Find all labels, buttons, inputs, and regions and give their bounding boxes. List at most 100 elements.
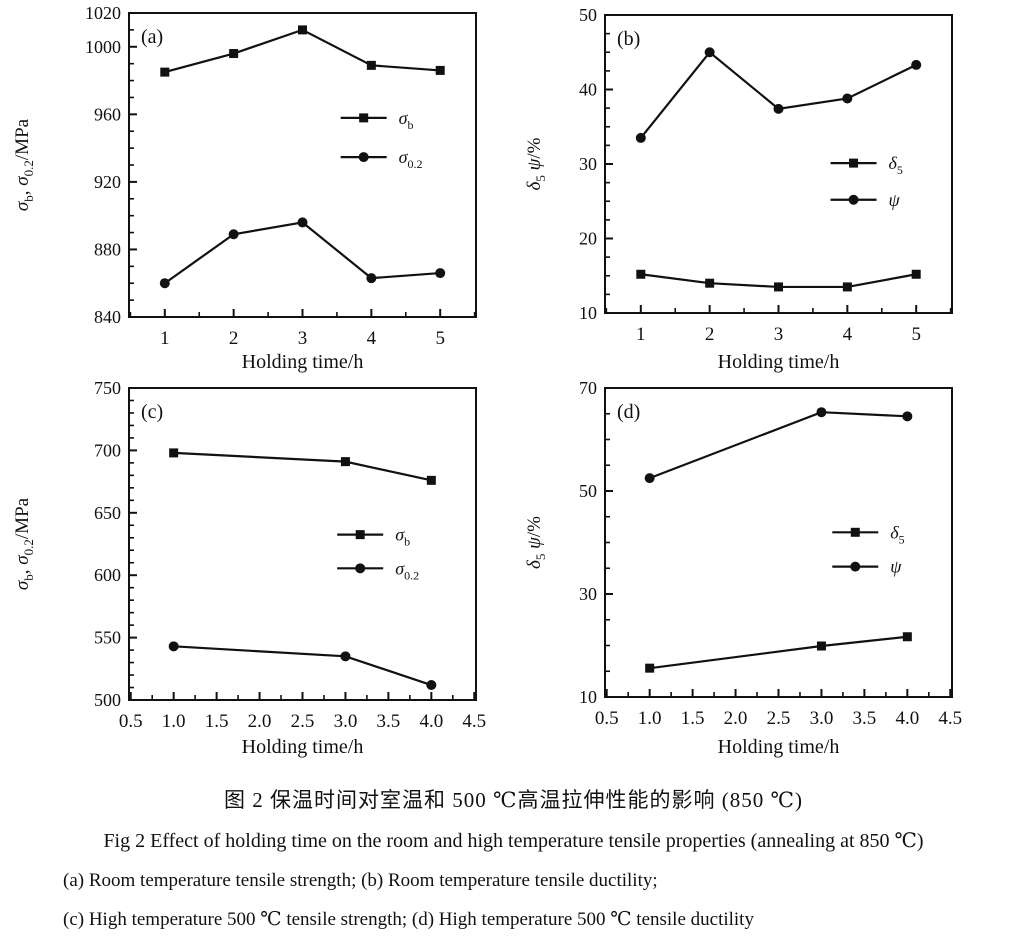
x-axis-label: Holding time/h	[242, 736, 364, 758]
x-tick-label: 1.5	[205, 711, 229, 732]
x-tick-label: 3.0	[334, 711, 358, 732]
x-tick-label: 3	[298, 328, 308, 349]
x-tick-label: 2.5	[767, 708, 791, 729]
y-axis-label: σb, σ0.2/MPa	[12, 497, 36, 590]
figure-caption-english: Fig 2 Effect of holding time on the room…	[103, 830, 924, 852]
legend-marker-square	[850, 527, 860, 537]
x-tick-label: 1.0	[638, 708, 662, 729]
x-tick-label: 2.0	[248, 711, 272, 732]
figure-caption-chinese: 图 2 保温时间对室温和 500 ℃高温拉伸性能的影响 (850 ℃)	[224, 788, 803, 812]
y-tick-label: 20	[579, 229, 597, 249]
y-tick-label: 920	[94, 172, 121, 192]
x-tick-label: 2	[705, 324, 715, 345]
legend-marker-circle	[848, 194, 859, 205]
x-tick-label: 2.0	[724, 708, 748, 729]
data-point-σ_b	[298, 25, 307, 35]
data-point-σ_b	[160, 67, 170, 77]
series-line-σ_b	[173, 451, 432, 482]
data-point-σ_b	[169, 448, 179, 458]
data-point-δ_5	[816, 641, 826, 651]
legend-label: σ0.2	[399, 147, 423, 171]
data-point-δ_5	[774, 282, 783, 292]
panel-label: (b)	[617, 28, 640, 50]
legend-marker-square	[355, 530, 365, 540]
legend-label: σb	[399, 108, 414, 132]
legend-marker-circle	[355, 563, 366, 574]
legend-label: δ5	[890, 522, 904, 546]
y-tick-label: 10	[579, 303, 597, 323]
x-tick-label: 0.5	[119, 711, 143, 732]
y-tick-label: 50	[579, 481, 597, 501]
data-point-ψ	[773, 103, 784, 114]
legend-label: δ5	[889, 153, 903, 177]
data-point-σ_b	[435, 65, 445, 75]
x-axis-label: Holding time/h	[242, 351, 364, 373]
data-point-σ_0.2	[159, 278, 170, 289]
y-axis-label: δ5 ψ/%	[524, 516, 548, 569]
y-tick-label: 500	[94, 690, 121, 710]
y-tick-label: 30	[579, 154, 597, 174]
x-tick-label: 1.0	[162, 711, 186, 732]
data-point-ψ	[635, 132, 646, 143]
y-tick-label: 1000	[85, 37, 121, 57]
figure-subcaption-cd: (c) High temperature 500 ℃ tensile stren…	[63, 909, 754, 930]
y-tick-label: 10	[579, 687, 597, 707]
x-tick-label: 3.5	[853, 708, 877, 729]
data-point-σ_0.2	[435, 268, 446, 279]
data-point-σ_b	[426, 475, 436, 485]
y-tick-label: 550	[94, 628, 121, 648]
data-point-σ_0.2	[297, 217, 308, 228]
legend-marker-circle	[358, 152, 369, 163]
x-axis-label: Holding time/h	[718, 736, 840, 758]
series-line-σ_0.2	[164, 221, 441, 285]
data-point-σ_b	[340, 457, 350, 467]
x-tick-label: 4.0	[895, 708, 919, 729]
chart-panel-c: 0.5 1.0 1.5 2.0 2.5 3.0 3.5 4.0 4.5 500 550 600 650 7…	[12, 378, 486, 758]
data-point-σ_b	[366, 60, 376, 70]
data-point-ψ	[704, 47, 715, 58]
data-point-δ_5	[705, 278, 715, 288]
series-line-ψ	[649, 411, 908, 480]
data-point-ψ	[842, 93, 853, 104]
chart-panel-d: 0.5 1.0 1.5 2.0 2.5 3.0 3.5 4.0 4.5 10 30 50 70 δ5 ψ (d…	[524, 378, 962, 758]
y-axis-label: δ5 ψ/%	[524, 137, 548, 190]
data-point-σ_0.2	[228, 229, 239, 240]
x-tick-label: 1.5	[681, 708, 705, 729]
panel-label: (d)	[617, 401, 640, 423]
x-tick-label: 4	[843, 324, 853, 345]
y-tick-label: 880	[94, 239, 121, 259]
x-tick-label: 3.0	[810, 708, 834, 729]
panel-label: (a)	[141, 26, 163, 48]
x-tick-label: 5	[435, 328, 445, 349]
y-tick-label: 70	[579, 378, 597, 398]
x-tick-label: 0.5	[595, 708, 619, 729]
data-point-σ_0.2	[340, 651, 351, 662]
x-tick-label: 3.5	[377, 711, 401, 732]
x-tick-label: 2.5	[291, 711, 315, 732]
data-point-δ_5	[645, 663, 655, 673]
x-tick-label: 4	[367, 328, 377, 349]
y-tick-label: 30	[579, 584, 597, 604]
series-line-ψ	[639, 50, 917, 139]
y-tick-label: 600	[94, 565, 121, 585]
data-point-ψ	[911, 59, 922, 70]
legend-marker-square	[849, 158, 859, 168]
y-tick-label: 1020	[85, 3, 121, 23]
x-tick-label: 1	[160, 328, 170, 349]
y-tick-label: 840	[94, 307, 121, 327]
panel-label: (c)	[141, 401, 163, 423]
y-tick-label: 750	[94, 378, 121, 398]
x-tick-label: 2	[229, 328, 239, 349]
x-tick-label: 4.0	[419, 711, 443, 732]
y-axis-label: σb, σ0.2/MPa	[12, 118, 36, 211]
figure-subcaption-ab: (a) Room temperature tensile strength; (…	[63, 870, 658, 891]
legend-label: ψ	[889, 190, 901, 210]
legend-marker-square	[359, 113, 369, 123]
legend-marker-circle	[850, 561, 861, 572]
data-point-σ_0.2	[426, 680, 437, 691]
legend-label: ψ	[890, 557, 902, 577]
x-tick-label: 5	[911, 324, 921, 345]
series-line-σ_b	[164, 28, 441, 74]
series-line-σ_0.2	[173, 645, 432, 687]
